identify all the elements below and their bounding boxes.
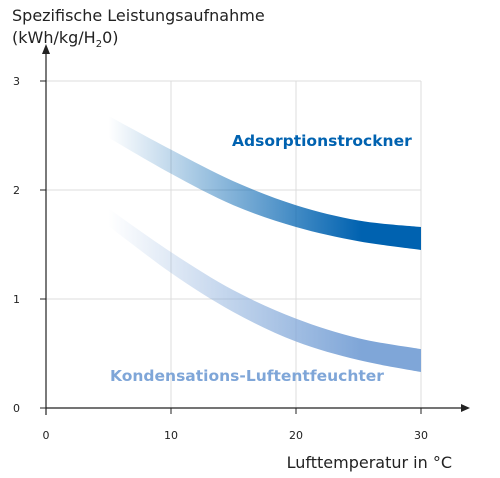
series-labels: Adsorptionstrockner Kondensations-Luftent…: [110, 132, 412, 385]
x-tick-label-20: 20: [289, 429, 303, 442]
y-axis-unit-subscript: 2: [95, 39, 103, 51]
y-axis-unit-suffix: 0): [102, 28, 119, 47]
y-axis-unit-prefix: (kWh/kg/H: [12, 28, 96, 47]
x-axis-arrow: [461, 404, 470, 412]
x-tick-label-10: 10: [164, 429, 178, 442]
x-tick-label-0: 0: [43, 429, 50, 442]
y-tick-label-2: 2: [13, 184, 20, 197]
band-adsorptionstrockner: [108, 115, 421, 250]
y-tick-label-0: 0: [13, 402, 20, 415]
y-axis-arrow: [42, 44, 50, 54]
series-bands: [108, 115, 421, 373]
tick-labels: 0 10 20 30 0 1 2 3: [13, 75, 428, 442]
y-axis-title-line1: Spezifische Leistungsaufnahme: [12, 6, 265, 25]
band-kondensations-luftentfeuchter: [108, 208, 421, 373]
y-tick-label-1: 1: [13, 293, 20, 306]
x-tick-label-30: 30: [414, 429, 428, 442]
y-axis-title-line2: (kWh/kg/H20): [12, 28, 119, 50]
y-tick-label-3: 3: [13, 75, 20, 88]
axes: [40, 44, 470, 415]
series-label-adsorptionstrockner: Adsorptionstrockner: [232, 132, 412, 150]
series-label-kondensations-luftentfeuchter: Kondensations-Luftentfeuchter: [110, 367, 384, 385]
x-axis-title: Lufttemperatur in °C: [286, 453, 452, 472]
